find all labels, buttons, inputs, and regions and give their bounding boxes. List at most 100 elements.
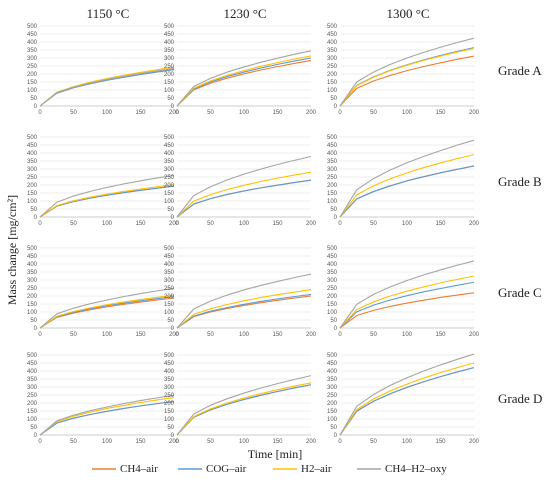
y-tick-label: 100 — [327, 199, 338, 205]
y-tick-label: 100 — [164, 310, 175, 316]
y-tick-label: 0 — [34, 104, 38, 110]
series-line-cog-air — [339, 165, 475, 218]
y-tick-label: 400 — [27, 151, 38, 157]
y-tick-label: 200 — [327, 294, 338, 300]
y-tick-label: 450 — [164, 32, 175, 38]
y-tick-label: 250 — [27, 175, 38, 181]
series-line-ch4-air — [39, 297, 175, 329]
y-tick-label: 50 — [330, 96, 337, 102]
x-tick-label: 50 — [70, 439, 77, 445]
x-tick-label: 100 — [402, 439, 413, 445]
x-tick-label: 200 — [306, 221, 317, 227]
y-tick-label: 300 — [164, 385, 175, 391]
y-tick-label: 400 — [164, 262, 175, 268]
x-tick-label: 100 — [102, 110, 113, 116]
series-line-cog-air — [339, 281, 475, 329]
y-tick-label: 350 — [27, 270, 38, 276]
x-tick-label: 200 — [169, 221, 180, 227]
panel-grade-b-1230-c: 0 50 100 150 200 250 300 350 400 450 500 0 50 100 150 2… — [164, 135, 317, 227]
panel-grade-b-1300-c: 0 50 100 150 200 250 300 350 400 450 500 0 50 100 150 2… — [327, 135, 480, 227]
y-tick-label: 500 — [27, 353, 38, 359]
x-axis-title: Time [min] — [248, 447, 303, 461]
y-tick-label: 100 — [27, 417, 38, 423]
panel-grade-c-1230-c: 0 50 100 150 200 250 300 350 400 450 500 0 50 100 150 2… — [164, 246, 317, 338]
x-tick-label: 0 — [338, 439, 342, 445]
x-tick-label: 0 — [338, 110, 342, 116]
y-tick-label: 100 — [327, 88, 338, 94]
x-tick-label: 0 — [38, 110, 42, 116]
y-tick-label: 400 — [27, 262, 38, 268]
y-tick-label: 350 — [327, 48, 338, 54]
series-line-cog-air — [39, 185, 175, 218]
x-tick-label: 50 — [207, 110, 214, 116]
series-line-cog-air — [39, 296, 175, 329]
y-tick-label: 400 — [327, 262, 338, 268]
y-tick-label: 50 — [330, 318, 337, 324]
y-tick-label: 300 — [164, 56, 175, 62]
y-tick-label: 100 — [27, 310, 38, 316]
column-titles: 1150 °C 1230 °C 1300 °C — [87, 6, 430, 21]
legend: CH4–air COG–air H2–air CH4–H2–oxy — [92, 463, 447, 475]
x-tick-label: 0 — [38, 221, 42, 227]
legend-label: COG–air — [206, 463, 247, 475]
x-tick-label: 200 — [169, 332, 180, 338]
series-line-h2-air — [339, 154, 475, 218]
y-tick-label: 450 — [27, 361, 38, 367]
y-tick-label: 450 — [27, 254, 38, 260]
y-tick-label: 300 — [164, 167, 175, 173]
x-tick-label: 50 — [370, 110, 377, 116]
row-label-grade-b: Grade B — [498, 174, 542, 189]
y-tick-label: 100 — [164, 417, 175, 423]
x-tick-label: 200 — [469, 332, 480, 338]
series-line-ch4-h2-oxy — [339, 37, 475, 107]
y-tick-label: 500 — [27, 24, 38, 30]
series-line-ch4-h2-oxy — [339, 139, 475, 218]
y-axis-title: Mass change [mg/cm²] — [5, 195, 19, 305]
y-tick-label: 350 — [164, 48, 175, 54]
y-tick-label: 200 — [27, 72, 38, 78]
series-line-cog-air — [176, 293, 312, 329]
y-tick-label: 200 — [327, 401, 338, 407]
row-label-grade-d: Grade D — [498, 391, 542, 406]
x-tick-label: 200 — [469, 110, 480, 116]
series-line-h2-air — [39, 184, 175, 218]
series-line-cog-air — [176, 384, 312, 436]
y-tick-label: 200 — [164, 401, 175, 407]
legend-label: H2–air — [301, 463, 332, 475]
y-tick-label: 0 — [334, 215, 338, 221]
column-title-1230: 1230 °C — [223, 6, 266, 21]
y-tick-label: 300 — [27, 278, 38, 284]
x-tick-label: 0 — [38, 439, 42, 445]
y-tick-label: 350 — [164, 377, 175, 383]
y-tick-label: 0 — [171, 433, 175, 439]
y-tick-label: 100 — [27, 199, 38, 205]
x-tick-label: 200 — [306, 332, 317, 338]
y-tick-label: 250 — [327, 393, 338, 399]
y-tick-label: 400 — [164, 151, 175, 157]
y-tick-label: 400 — [27, 40, 38, 46]
x-tick-label: 50 — [370, 221, 377, 227]
x-tick-label: 0 — [38, 332, 42, 338]
y-tick-label: 50 — [30, 318, 37, 324]
y-tick-label: 150 — [164, 191, 175, 197]
series-line-ch4-air — [339, 292, 475, 329]
y-tick-label: 250 — [327, 175, 338, 181]
panel-grade-a-1300-c: 0 50 100 150 200 250 300 350 400 450 500 0 50 100 150 2… — [327, 24, 480, 116]
series-line-cog-air — [339, 367, 475, 436]
panel-grade-d-1300-c: 0 50 100 150 200 250 300 350 400 450 500 0 50 100 150 2… — [327, 353, 480, 445]
y-tick-label: 0 — [34, 215, 38, 221]
y-tick-label: 150 — [27, 409, 38, 415]
series-line-h2-air — [176, 289, 312, 329]
y-tick-label: 200 — [327, 183, 338, 189]
y-tick-label: 150 — [27, 191, 38, 197]
y-tick-label: 450 — [327, 361, 338, 367]
y-tick-label: 350 — [327, 159, 338, 165]
y-tick-label: 0 — [171, 326, 175, 332]
x-tick-label: 200 — [306, 110, 317, 116]
series-line-cog-air — [39, 68, 175, 107]
panel-grade-d-1230-c: 0 50 100 150 200 250 300 350 400 450 500 0 50 100 150 2… — [164, 353, 317, 445]
series-line-ch4-h2-oxy — [176, 155, 312, 218]
x-tick-label: 100 — [102, 221, 113, 227]
